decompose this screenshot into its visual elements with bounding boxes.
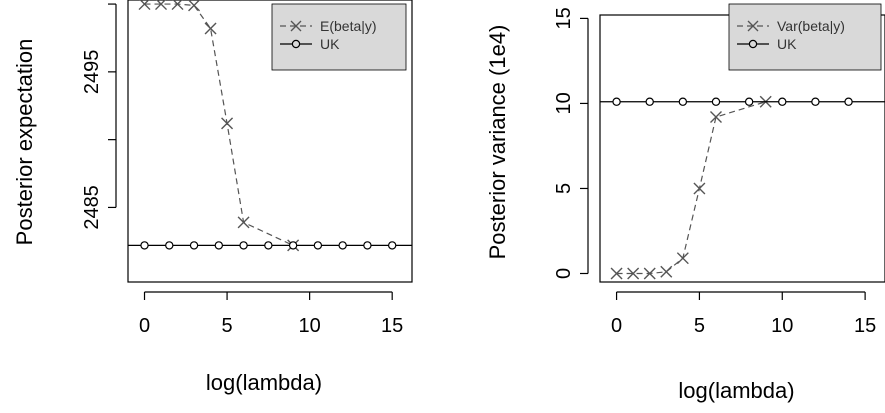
uk-point bbox=[239, 241, 248, 250]
uk-point bbox=[844, 97, 853, 106]
posterior-point bbox=[237, 216, 250, 229]
posterior-line bbox=[144, 3, 294, 246]
legend-marker bbox=[291, 39, 301, 49]
x-tick-label: 10 bbox=[771, 315, 793, 337]
uk-point bbox=[264, 241, 273, 250]
posterior-point bbox=[610, 267, 623, 280]
chart-panel-2: 0 5 10 15 0 5 10 15 log(lambda) Posterior varianc… bbox=[485, 3, 885, 403]
uk-point bbox=[214, 241, 224, 250]
legend-marker bbox=[290, 20, 302, 32]
posterior-point bbox=[171, 0, 184, 11]
uk-point bbox=[711, 97, 721, 106]
y-tick-label: 15 bbox=[553, 7, 575, 29]
uk-point bbox=[288, 241, 298, 250]
y-axis-title: Posterior variance (1e4) bbox=[485, 25, 510, 260]
legend-label: UK bbox=[777, 36, 797, 52]
posterior-point bbox=[709, 111, 722, 124]
uk-point bbox=[387, 241, 397, 250]
y-tick-label: 0 bbox=[553, 268, 575, 279]
y-tick-label: 2495 bbox=[81, 50, 103, 95]
y-tick-label: 2485 bbox=[81, 185, 103, 230]
legend-box bbox=[271, 3, 407, 71]
y-tick-label: 10 bbox=[553, 92, 575, 114]
uk-point bbox=[645, 97, 654, 106]
posterior-point bbox=[155, 0, 168, 11]
legend-label: Var(beta|y) bbox=[777, 18, 845, 34]
uk-point bbox=[811, 97, 820, 106]
x-tick-label: 0 bbox=[611, 315, 622, 337]
uk-point bbox=[678, 97, 688, 106]
x-axis-title: log(lambda) bbox=[678, 378, 794, 403]
posterior-point bbox=[204, 22, 217, 35]
plot-frame bbox=[127, 0, 413, 283]
posterior-point bbox=[676, 252, 689, 265]
legend: Var(beta|y) UK bbox=[728, 3, 882, 71]
uk-point bbox=[140, 241, 149, 250]
posterior-point bbox=[660, 265, 673, 278]
data-layer bbox=[128, 0, 412, 252]
uk-point bbox=[189, 241, 199, 250]
uk-point bbox=[338, 241, 347, 250]
chart-panel-1: 0 5 10 15 2485 2495 log(lambda) Posterior expec… bbox=[12, 0, 413, 395]
posterior-point bbox=[693, 182, 706, 195]
legend-box bbox=[728, 3, 882, 71]
uk-point bbox=[363, 241, 372, 250]
uk-point bbox=[744, 97, 754, 106]
posterior-point bbox=[643, 267, 656, 280]
uk-point bbox=[612, 97, 621, 106]
posterior-line bbox=[616, 101, 766, 275]
x-tick-label: 0 bbox=[139, 315, 150, 337]
x-tick-label: 10 bbox=[299, 315, 321, 337]
legend-label: E(beta|y) bbox=[320, 18, 377, 34]
legend: E(beta|y) UK bbox=[271, 3, 407, 71]
x-tick-label: 5 bbox=[694, 315, 705, 337]
uk-point bbox=[165, 241, 174, 250]
legend-marker bbox=[748, 39, 758, 49]
x-axis-title: log(lambda) bbox=[206, 370, 322, 395]
data-layer bbox=[600, 95, 885, 280]
posterior-point bbox=[627, 267, 640, 280]
y-axis-title: Posterior expectation bbox=[12, 39, 37, 246]
legend-marker bbox=[747, 20, 759, 32]
y-tick-label: 5 bbox=[553, 183, 575, 194]
uk-point bbox=[778, 97, 787, 106]
posterior-point bbox=[138, 0, 151, 11]
x-tick-label: 5 bbox=[222, 315, 233, 337]
legend-label: UK bbox=[320, 36, 340, 52]
x-tick-label: 15 bbox=[381, 315, 403, 337]
x-tick-label: 15 bbox=[854, 315, 876, 337]
posterior-point bbox=[188, 0, 201, 12]
uk-point bbox=[313, 241, 323, 250]
posterior-point bbox=[221, 117, 234, 130]
